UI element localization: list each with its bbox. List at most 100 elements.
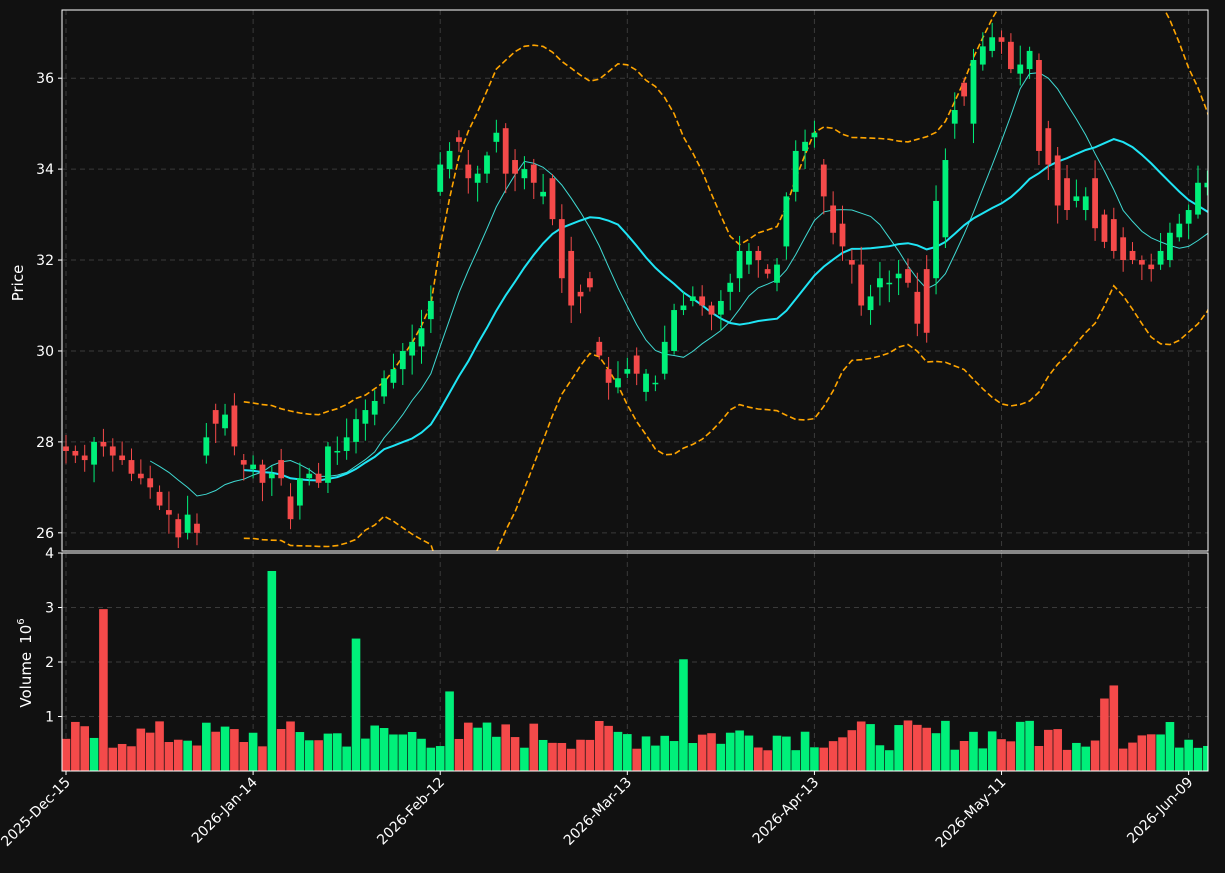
candle-body [166, 510, 172, 515]
candle-body [867, 296, 874, 311]
price-tick-label: 26 [36, 526, 54, 542]
volume-bar [192, 745, 202, 771]
volume-bar [529, 723, 539, 771]
volume-bar [127, 746, 136, 771]
moving-averages [149, 72, 1208, 497]
candle-body [643, 373, 649, 392]
candle-body [418, 328, 425, 347]
volume-bar [903, 720, 913, 771]
candle-body [895, 273, 902, 279]
volume-bar [1072, 742, 1081, 771]
volume-bar [623, 734, 632, 771]
volume-bar [164, 742, 174, 771]
volume-bar [370, 725, 380, 771]
candle-body [577, 291, 584, 297]
candle-body [325, 446, 331, 483]
candle-body [119, 455, 126, 461]
volume-bar [772, 735, 782, 771]
candle-body [72, 450, 79, 456]
candle-body [802, 141, 808, 151]
candle-body [652, 382, 659, 385]
candle-body [231, 405, 238, 447]
volume-bar [239, 742, 249, 771]
volume-bar [941, 720, 950, 771]
price-tick-label: 32 [36, 253, 54, 269]
volume-bar [286, 721, 295, 771]
volume-bar [473, 727, 482, 771]
candle-body [661, 341, 668, 374]
candle-body [1148, 264, 1155, 270]
volume-bar [1044, 729, 1053, 771]
volume-bar [1174, 747, 1184, 771]
candle-body [605, 369, 612, 383]
volume-bar [463, 722, 473, 771]
candle-body [184, 514, 191, 533]
volume-bar [875, 745, 885, 771]
candle-body [240, 460, 247, 465]
volume-bar [492, 736, 501, 771]
candle-body [848, 260, 855, 265]
candle-body [979, 46, 986, 65]
volume-bar [183, 740, 192, 771]
volume-bar [407, 732, 417, 771]
volume-bar [753, 747, 763, 771]
candle-body [914, 291, 921, 324]
volume-bar [173, 739, 183, 771]
candle-body [811, 132, 818, 138]
candle-body [437, 164, 444, 192]
volume-bar [594, 720, 604, 771]
volume-bar [333, 733, 342, 771]
volume-bar [697, 734, 707, 771]
volume-bar [1118, 748, 1128, 771]
volume-bar [744, 735, 754, 771]
volume-bar [155, 721, 164, 771]
lower-band [243, 284, 1208, 551]
candle-body [820, 164, 827, 197]
candle-body [1110, 219, 1117, 251]
candle-body [923, 269, 930, 333]
candle-body [306, 473, 313, 479]
candle-body [212, 410, 219, 424]
candle-body [736, 250, 743, 279]
candle-body [755, 250, 762, 261]
volume-bar [716, 743, 726, 771]
candle-body [521, 169, 528, 179]
volume-bar [548, 742, 557, 771]
volume-bar [99, 609, 108, 771]
candle-body [839, 223, 846, 247]
volume-bar [314, 740, 323, 771]
volume-bar [361, 738, 370, 771]
candle-body [624, 369, 631, 374]
volume-bar [435, 746, 445, 771]
candle-body [783, 196, 790, 247]
volume-bar [959, 741, 969, 771]
candle-body [1195, 182, 1201, 215]
volume-bar [1062, 749, 1072, 771]
candle-body [549, 178, 556, 220]
candle-body [830, 205, 837, 233]
candle-body [343, 437, 350, 451]
volume-bar [445, 691, 454, 771]
volume-bar [1137, 735, 1147, 771]
candle-body [1026, 50, 1033, 70]
volume-bar [136, 728, 146, 771]
candle-body [381, 378, 387, 397]
candle-body [1185, 210, 1192, 224]
x-tick-labels: 2025-Dec-15 2026-Jan-14 2026-Feb-12 2026-Ma… [0, 771, 1196, 851]
volume-bar [632, 748, 641, 771]
volume-bar [884, 750, 894, 771]
volume-bar [969, 731, 978, 771]
candle-body [1204, 182, 1208, 188]
candle-body [194, 523, 200, 533]
candle-body [474, 173, 481, 183]
volume-axis-exponent-power: 6 [16, 618, 27, 624]
candle-body [493, 132, 500, 142]
candle-body [502, 128, 509, 174]
candle-body [858, 264, 865, 306]
volume-bar [950, 749, 960, 771]
candle-body [287, 496, 294, 520]
candle-body [427, 300, 434, 320]
volume-bar [838, 737, 847, 771]
